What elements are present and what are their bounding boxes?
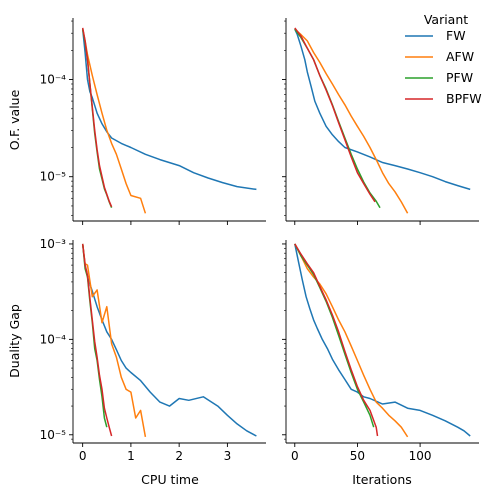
y-tick-label: 10⁻⁴ xyxy=(40,332,67,346)
x-tick-label: 2 xyxy=(175,449,183,463)
series-line-bpfw xyxy=(294,27,376,203)
series-line-bpfw xyxy=(81,27,113,208)
y-axis-label-row-1: Duality Gap xyxy=(7,304,22,378)
legend-label-afw: AFW xyxy=(446,49,474,64)
panel-r0-c1 xyxy=(282,18,479,225)
series-line-afw xyxy=(294,243,409,438)
legend: Variant FW AFW PFW BPFW xyxy=(405,12,482,106)
y-tick-label: 10⁻⁵ xyxy=(40,170,67,184)
series-line-afw xyxy=(81,29,147,214)
x-tick-label: 0 xyxy=(291,449,299,463)
x-axis-label-col-0: CPU time xyxy=(141,472,199,487)
legend-label-bpfw: BPFW xyxy=(446,91,482,106)
y-tick-label: 10⁻³ xyxy=(40,237,67,251)
labels-layer: O.F. value Duality Gap CPU time Iteratio… xyxy=(7,89,412,487)
x-axis-label-col-1: Iterations xyxy=(352,472,412,487)
y-axis-label-row-0: O.F. value xyxy=(7,89,22,150)
series-line-fw xyxy=(294,243,471,437)
series-line-fw xyxy=(294,28,471,191)
panel-r1-c0: 0 1 2 3 10⁻⁵ 10⁻⁴ 10⁻³ xyxy=(40,237,266,463)
series-line-pfw xyxy=(294,243,375,428)
series-line-bpfw xyxy=(81,243,113,437)
x-tick-label: 0 xyxy=(79,449,87,463)
y-tick-label: 10⁻⁴ xyxy=(40,73,67,87)
panel-r1-c1: 0 50 100 xyxy=(282,240,479,463)
panel-r0-c0: 10⁻⁵ 10⁻⁴ xyxy=(40,18,266,225)
series-line-afw xyxy=(81,243,147,438)
legend-entries: FW AFW PFW BPFW xyxy=(405,28,482,106)
series-line-afw xyxy=(294,28,409,214)
legend-label-fw: FW xyxy=(446,28,466,43)
legend-title: Variant xyxy=(424,12,468,27)
series-line-fw xyxy=(81,243,257,437)
legend-label-pfw: PFW xyxy=(446,70,473,85)
x-tick-label: 50 xyxy=(350,449,365,463)
x-tick-label: 100 xyxy=(409,449,432,463)
y-tick-label: 10⁻⁵ xyxy=(40,428,67,442)
x-tick-label: 3 xyxy=(224,449,232,463)
panels-layer: 10⁻⁵ 10⁻⁴ 0 1 2 3 10⁻⁵ 10⁻⁴ 10⁻³ 0 50 100 xyxy=(40,18,479,463)
series-line-fw xyxy=(81,29,257,191)
series-line-bpfw xyxy=(294,243,379,437)
x-tick-label: 1 xyxy=(127,449,135,463)
